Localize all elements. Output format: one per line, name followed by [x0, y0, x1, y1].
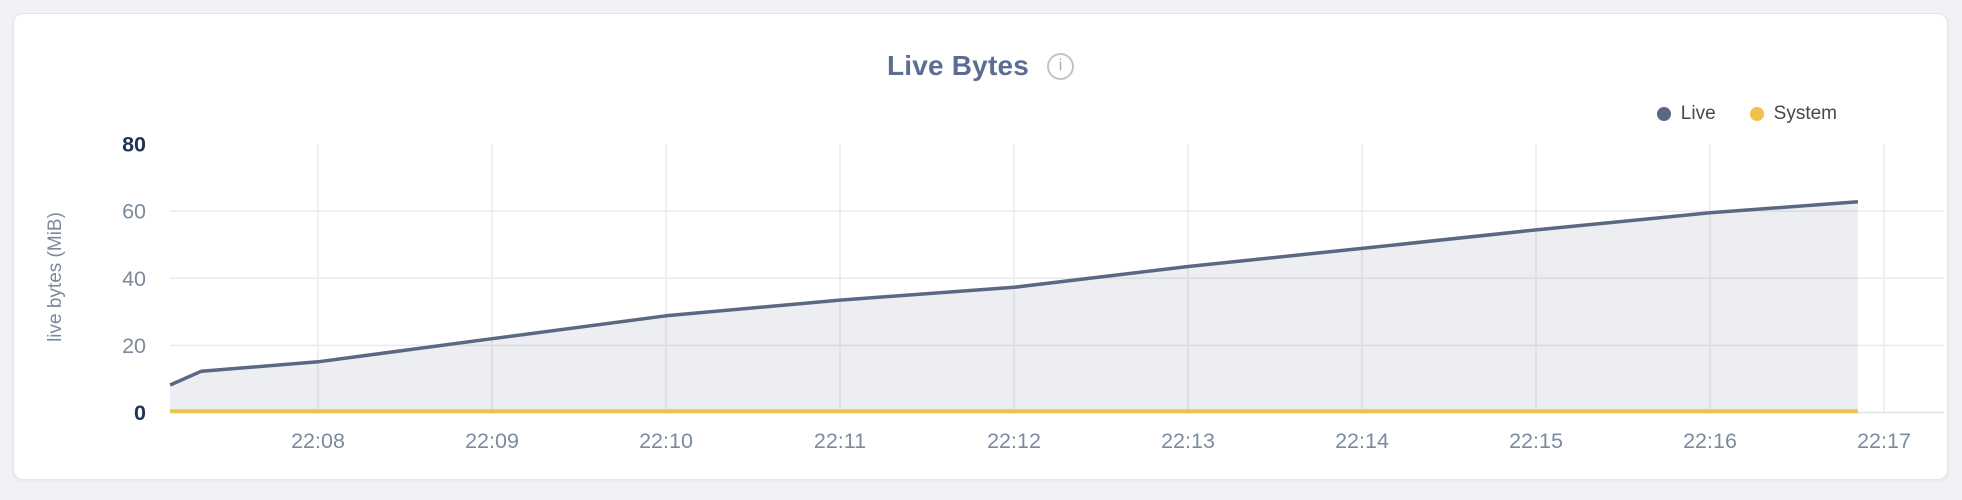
x-tick-label: 22:08	[291, 429, 345, 453]
series-area-live	[170, 201, 1858, 413]
legend-label: System	[1773, 103, 1837, 124]
legend-dot-live	[1656, 107, 1671, 121]
x-tick-label: 22:11	[814, 429, 866, 453]
legend-item-live[interactable]: Live	[1656, 103, 1716, 125]
x-tick-label: 22:09	[465, 429, 519, 453]
chart-header: Live Bytes i	[14, 50, 1947, 82]
x-tick-label: 22:17	[1857, 429, 1911, 453]
x-tick-label: 22:14	[1335, 429, 1389, 453]
legend-dot-system	[1749, 107, 1764, 121]
chart-legend: Live System	[1656, 103, 1837, 125]
legend-label: Live	[1680, 103, 1716, 124]
y-tick-label: 20	[122, 334, 146, 358]
legend-item-system[interactable]: System	[1749, 103, 1837, 125]
series-line-live	[169, 199, 1859, 387]
y-tick-label: 60	[122, 200, 146, 224]
y-tick-label: 80	[122, 133, 146, 157]
info-icon-glyph: i	[1058, 57, 1063, 74]
x-tick-label: 22:15	[1509, 429, 1563, 453]
y-tick-label: 40	[122, 267, 146, 291]
y-tick-label: 0	[134, 401, 146, 425]
chart-title: Live Bytes	[886, 50, 1030, 81]
x-tick-label: 22:10	[639, 429, 693, 453]
x-tick-label: 22:12	[987, 429, 1041, 453]
x-tick-label: 22:16	[1683, 429, 1737, 453]
chart-card: Live Bytes i Live System live bytes (MiB)	[13, 13, 1948, 480]
info-icon[interactable]: i	[1047, 52, 1075, 80]
x-tick-label: 22:13	[1161, 429, 1215, 453]
